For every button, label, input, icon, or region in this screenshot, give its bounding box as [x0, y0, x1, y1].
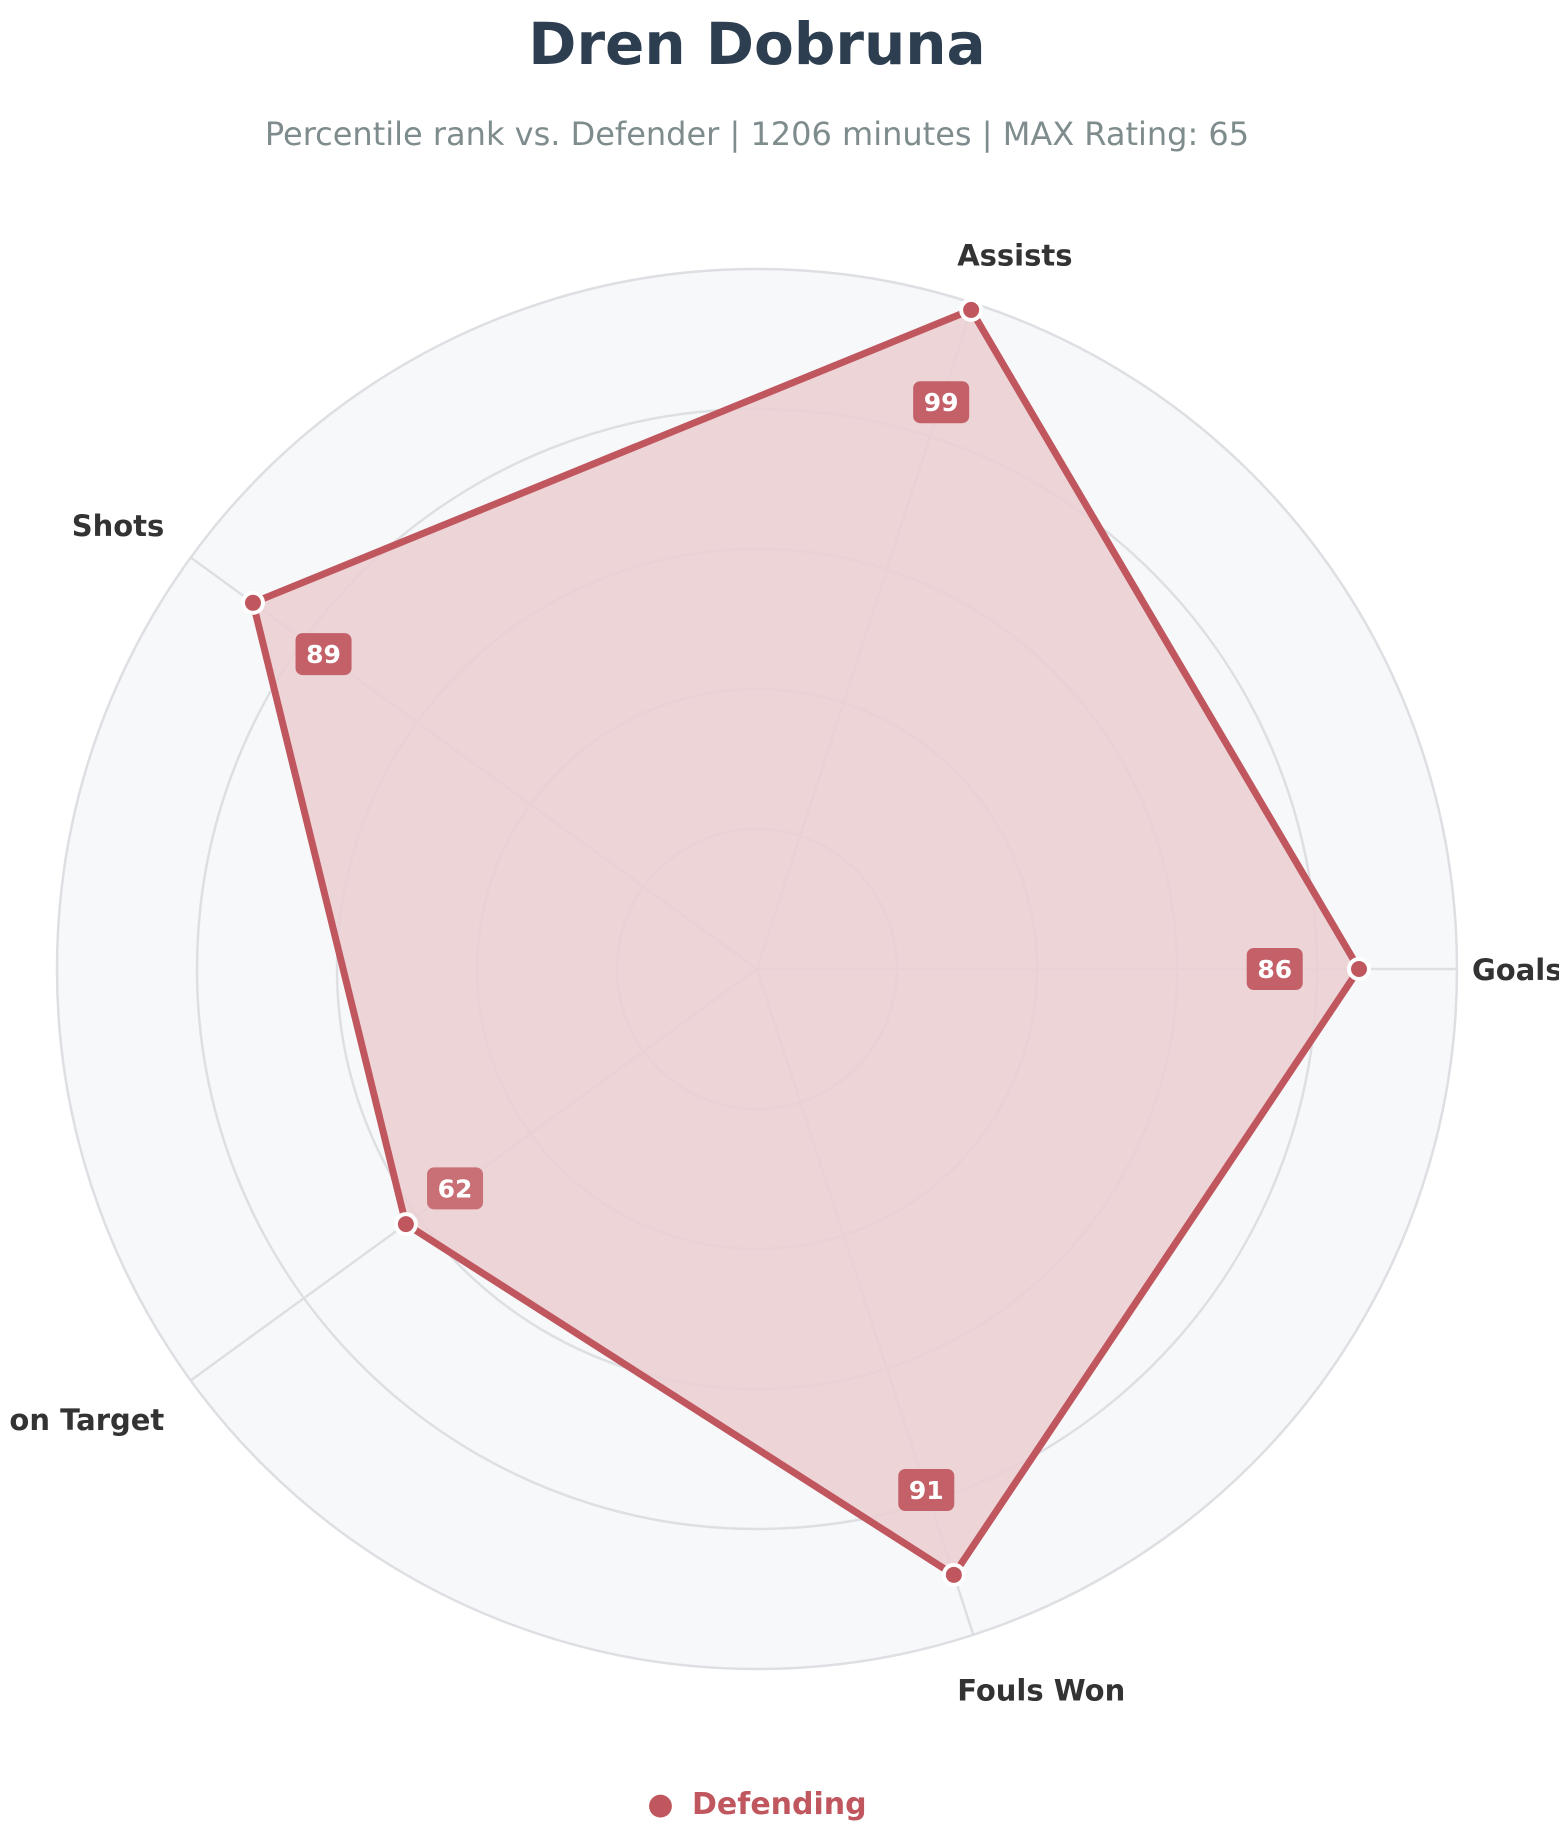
value-label-box	[898, 1469, 955, 1512]
value-label-box	[1246, 948, 1303, 990]
axis-labels: Goals Assists Shots Shots on Target Fouls Wo…	[0, 238, 1559, 1707]
series-markers	[240, 297, 1371, 1587]
value-label-goals: 86	[1246, 948, 1303, 990]
legend: ● Defending	[647, 1787, 866, 1822]
legend-label: Defending	[692, 1787, 867, 1822]
chart-title: Dren Dobruna	[528, 10, 985, 78]
data-point-assists	[959, 297, 984, 322]
value-label-shots-on-target: 62	[427, 1167, 484, 1210]
axis-label-shots-on-target: Shots on Target	[0, 1403, 164, 1437]
value-label-box	[913, 381, 970, 424]
value-label-text: 86	[1257, 955, 1292, 984]
data-point-fouls-won	[941, 1562, 966, 1587]
value-label-box	[427, 1167, 484, 1210]
axis-label-fouls-won: Fouls Won	[957, 1674, 1125, 1708]
data-point-goals	[1347, 957, 1371, 981]
value-label-box	[295, 633, 352, 676]
value-label-text: 89	[306, 640, 341, 669]
series-area-defending	[249, 306, 1363, 1579]
value-labels: 86 99 89 62 91	[295, 381, 1303, 1512]
value-label-text: 99	[924, 388, 959, 417]
axis-label-assists: Assists	[957, 238, 1072, 272]
value-label-assists: 99	[913, 381, 970, 424]
legend-item-defending: ● Defending	[647, 1787, 866, 1822]
legend-marker: ●	[647, 1787, 673, 1822]
chart-subtitle: Percentile rank vs. Defender | 1206 minu…	[265, 115, 1249, 153]
value-label-shots: 89	[295, 633, 352, 676]
data-point-shots	[240, 590, 265, 615]
data-point-shots-on-target	[393, 1212, 418, 1237]
axis-label-goals: Goals	[1472, 953, 1559, 987]
axis-label-shots: Shots	[72, 509, 165, 543]
value-label-text: 62	[438, 1174, 473, 1203]
value-label-fouls-won: 91	[898, 1469, 955, 1512]
value-label-text: 91	[909, 1476, 944, 1505]
